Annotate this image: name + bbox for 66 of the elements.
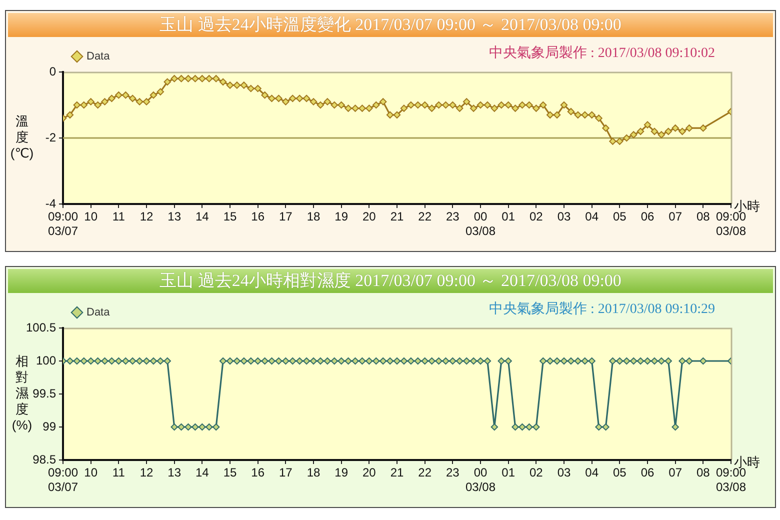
x-tick-label: 12 xyxy=(140,466,154,480)
x-tick-label: 05 xyxy=(612,210,627,224)
y-tick-label: 98.5 xyxy=(32,452,56,466)
x-tick-label: 16 xyxy=(251,466,265,480)
x-tick-label: 02 xyxy=(529,210,544,224)
x-tick-label: 03 xyxy=(557,466,571,480)
x-tick-label: 01 xyxy=(502,210,516,224)
x-tick-label: 07 xyxy=(668,466,682,480)
y-tick-label: -2 xyxy=(45,130,56,144)
y-axis-title: 溫度(℃) xyxy=(10,114,34,161)
x-tick-label: 00 03/08 xyxy=(465,210,496,238)
y-tick-label: 100 xyxy=(36,353,56,368)
y-tick-label: 0 xyxy=(49,64,56,78)
x-tick-label: 15 xyxy=(223,466,237,480)
y-tick-label: 99 xyxy=(42,419,56,434)
y-tick-label: 100.5 xyxy=(26,320,56,334)
x-tick-label: 10 xyxy=(84,466,98,480)
x-tick-label: 08 xyxy=(696,466,710,480)
x-tick-label: 04 xyxy=(585,466,599,480)
x-tick-label: 17 xyxy=(278,466,293,480)
x-tick-label: 13 xyxy=(168,466,182,480)
x-tick-label: 20 xyxy=(362,466,376,480)
x-axis-title: 小時 xyxy=(734,454,760,470)
x-tick-label: 06 xyxy=(640,466,654,480)
x-tick-label: 19 xyxy=(334,210,348,224)
x-tick-label: 04 xyxy=(585,210,599,224)
x-tick-label: 09:00 03/07 xyxy=(48,466,78,494)
y-tick-label: 99.5 xyxy=(32,386,56,400)
y-tick-label: -4 xyxy=(45,196,56,210)
x-tick-label: 07 xyxy=(668,210,682,224)
legend-label: Data xyxy=(86,50,111,63)
x-tick-label: 16 xyxy=(251,210,265,224)
x-tick-label: 14 xyxy=(195,466,210,480)
chart-title: 玉山 過去24小時溫度變化 2017/03/07 09:00 ～ 2017/03/08 09:00 xyxy=(160,15,622,34)
x-tick-label: 19 xyxy=(334,466,348,480)
legend-label: Data xyxy=(86,306,111,319)
x-tick-label: 13 xyxy=(168,210,182,224)
x-tick-label: 06 xyxy=(640,210,654,224)
text: 中央氣象局製作 : 2017/03/08 09:10:29 xyxy=(489,301,715,318)
text: 中央氣象局製作 : 2017/03/08 09:10:02 xyxy=(489,45,715,62)
x-tick-label: 21 xyxy=(390,210,404,224)
x-tick-label: 02 xyxy=(529,466,544,480)
x-tick-label: 08 xyxy=(696,210,710,224)
x-tick-label: 10 xyxy=(84,210,98,224)
x-tick-label: 05 xyxy=(612,466,627,480)
y-axis-title: 相對濕度(%) xyxy=(12,354,32,433)
x-tick-label: 12 xyxy=(140,210,154,224)
x-tick-label: 14 xyxy=(195,210,210,224)
x-tick-label: 01 xyxy=(502,466,516,480)
x-tick-label: 21 xyxy=(390,466,404,480)
x-tick-label: 23 xyxy=(446,210,460,224)
x-tick-label: 09:00 03/07 xyxy=(48,210,78,238)
x-tick-label: 00 03/08 xyxy=(465,466,496,494)
x-tick-label: 23 xyxy=(446,466,460,480)
x-tick-label: 17 xyxy=(278,210,293,224)
x-tick-label: 22 xyxy=(418,466,432,480)
x-tick-label: 20 xyxy=(362,210,376,224)
x-tick-label: 18 xyxy=(306,210,320,224)
x-tick-label: 03 xyxy=(557,210,571,224)
x-tick-label: 11 xyxy=(112,466,126,480)
chart-title: 玉山 過去24小時相對濕度 2017/03/07 09:00 ～ 2017/03/08 09:00 xyxy=(160,271,622,290)
x-axis-title: 小時 xyxy=(734,198,760,214)
x-tick-label: 22 xyxy=(418,210,432,224)
x-tick-label: 18 xyxy=(306,466,320,480)
x-tick-label: 11 xyxy=(112,210,126,224)
x-tick-label: 15 xyxy=(223,210,237,224)
